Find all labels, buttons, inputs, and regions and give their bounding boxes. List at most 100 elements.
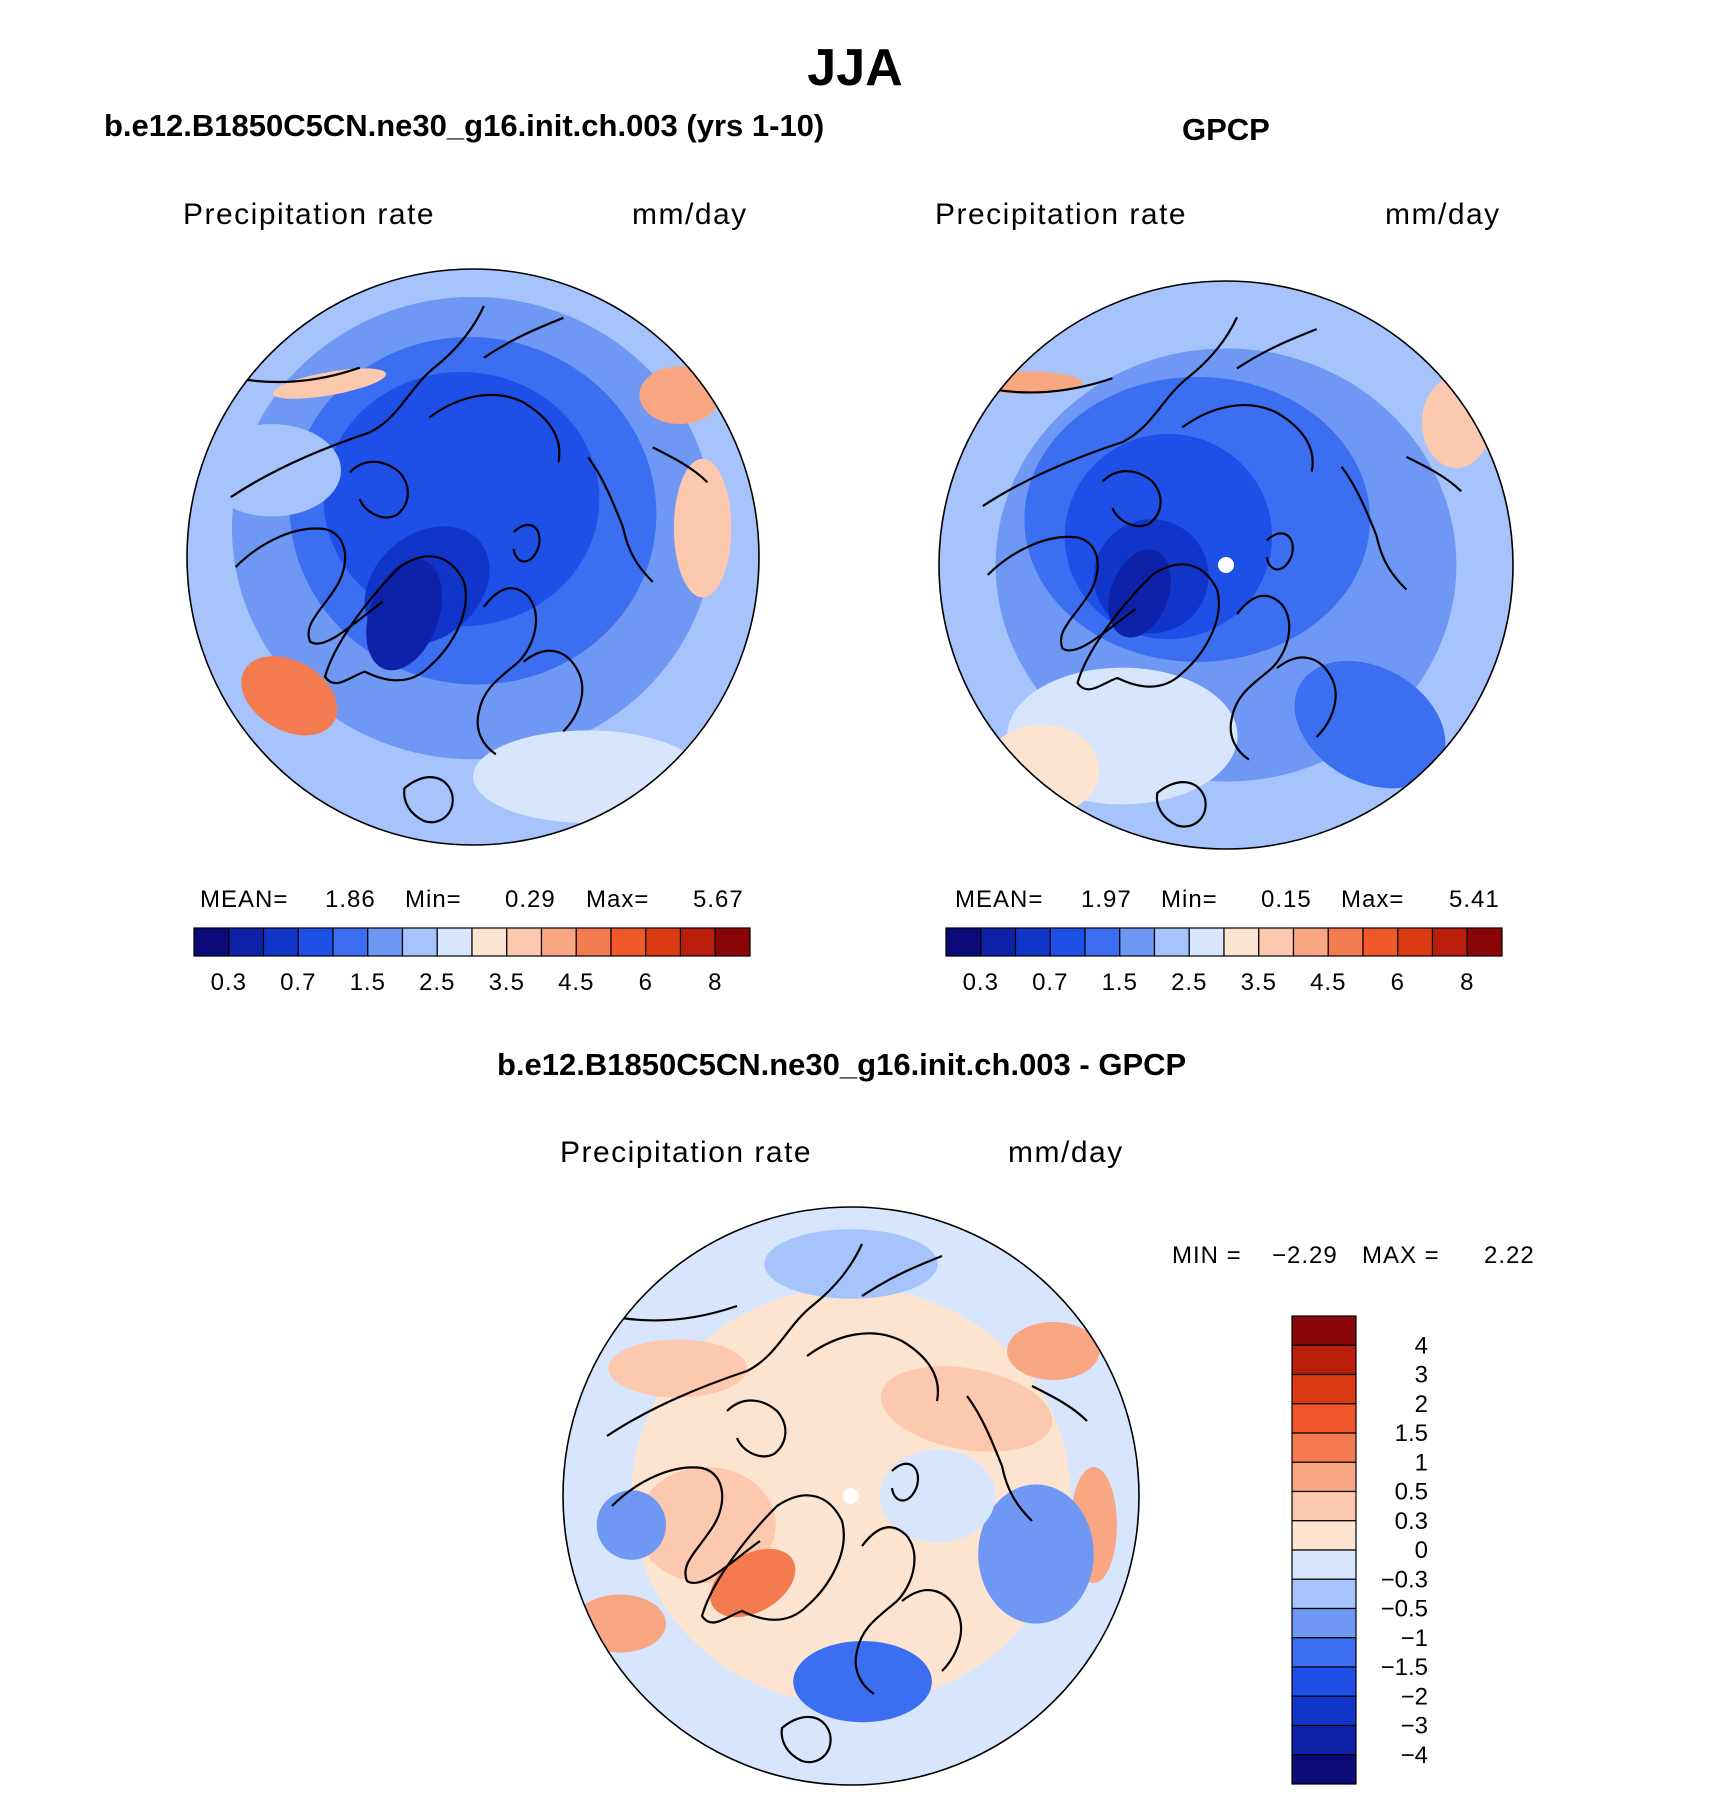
panel1-colorbar-swatch bbox=[645, 927, 682, 957]
panel2-colorbar-swatch bbox=[1153, 927, 1190, 957]
panel1-colorbar-tick-label: 0.7 bbox=[280, 969, 316, 996]
coastline bbox=[611, 1466, 761, 1584]
panel3-colorbar-tick-label: 0 bbox=[1415, 1537, 1428, 1564]
panel3-colorbar-swatch bbox=[1291, 1373, 1357, 1405]
coastline bbox=[476, 587, 538, 756]
precip-region bbox=[1294, 660, 1446, 789]
panel3-colorbar-swatch bbox=[1291, 1578, 1357, 1610]
panel1-colorbar-tick-label: 2.5 bbox=[419, 969, 455, 996]
panel1-colorbar-tick-label: 4.5 bbox=[558, 969, 594, 996]
coastline bbox=[606, 1243, 864, 1437]
panel2-min-label: Min= bbox=[1161, 886, 1218, 913]
panel3-min-label: MIN = bbox=[1172, 1242, 1242, 1269]
panel2-mean-label: MEAN= bbox=[955, 886, 1044, 913]
panel3-colorbar-tick-label: 0.5 bbox=[1395, 1479, 1428, 1506]
panel1-colorbar-tick-label: 3.5 bbox=[489, 969, 525, 996]
panel1-max-label: Max= bbox=[586, 886, 650, 913]
coastline bbox=[966, 1395, 1033, 1522]
panel1-colorbar-tick-label: 1.5 bbox=[350, 969, 386, 996]
panel1-colorbar-swatch bbox=[714, 927, 751, 957]
panel3-polar-map bbox=[562, 1206, 1140, 1786]
panel2-colorbar-tick-label: 4.5 bbox=[1310, 969, 1346, 996]
coastline bbox=[806, 1332, 940, 1402]
panel3-colorbar-swatch bbox=[1291, 1490, 1357, 1522]
panel3-colorbar-swatch bbox=[1291, 1520, 1357, 1551]
panel2-units-label: mm/day bbox=[1385, 198, 1501, 231]
panel1-colorbar-swatch bbox=[471, 927, 508, 957]
coastline bbox=[890, 1462, 920, 1502]
panel1-variable-label: Precipitation rate bbox=[183, 198, 436, 231]
coastline bbox=[700, 1494, 845, 1624]
panel3-max-value: 2.22 bbox=[1484, 1242, 1535, 1269]
panel2-colorbar-tick-label: 1.5 bbox=[1102, 969, 1138, 996]
panel3-colorbar-tick-label: 1 bbox=[1415, 1449, 1428, 1476]
coastline bbox=[861, 1254, 943, 1297]
panel1-colorbar-swatch bbox=[506, 927, 543, 957]
panel3-colorbar-swatch bbox=[1291, 1461, 1357, 1493]
precip-region bbox=[879, 1449, 996, 1543]
panel1-mean-label: MEAN= bbox=[200, 886, 289, 913]
panel1-colorbar-tick-label: 8 bbox=[708, 969, 722, 996]
pole-marker bbox=[843, 1488, 859, 1504]
panel1-max-value: 5.67 bbox=[693, 886, 744, 913]
panel3-colorbar-swatch bbox=[1291, 1666, 1357, 1697]
figure-title: JJA bbox=[807, 39, 903, 97]
panel2-colorbar-swatch bbox=[1362, 927, 1399, 957]
precip-region bbox=[710, 1548, 796, 1618]
pole-marker bbox=[1218, 557, 1234, 573]
panel3-colorbar-tick-label: −1 bbox=[1401, 1625, 1428, 1652]
precip-region bbox=[1007, 1322, 1100, 1380]
panel2-max-label: Max= bbox=[1341, 886, 1405, 913]
coastline bbox=[726, 1399, 787, 1458]
panel2-mean-value: 1.97 bbox=[1081, 886, 1132, 913]
panel3-colorbar-swatch bbox=[1291, 1315, 1357, 1346]
coastline bbox=[522, 649, 584, 733]
coastline bbox=[1276, 656, 1337, 738]
coastline bbox=[483, 316, 564, 359]
panel1-colorbar: 0.3 0.7 1.5 2.5 3.5 4.5 6 8 bbox=[193, 927, 751, 996]
panel1-mean-value: 1.86 bbox=[325, 886, 376, 913]
coastline bbox=[1265, 532, 1294, 571]
panel3-colorbar-tick-label: 1.5 bbox=[1395, 1420, 1428, 1447]
precip-region bbox=[573, 1594, 667, 1653]
panel1-min-label: Min= bbox=[405, 886, 462, 913]
precip-region bbox=[1421, 376, 1491, 469]
panel1-colorbar-swatch bbox=[679, 927, 716, 957]
panel2-colorbar-swatch bbox=[980, 927, 1017, 957]
coastline bbox=[901, 1589, 962, 1672]
coastline bbox=[230, 305, 485, 499]
panel3-max-label: MAX = bbox=[1362, 1242, 1440, 1269]
panel1-colorbar-swatch bbox=[401, 927, 438, 957]
panel2-colorbar-tick-label: 2.5 bbox=[1171, 969, 1207, 996]
panel1-colorbar-swatch bbox=[332, 927, 369, 957]
coastline bbox=[234, 527, 384, 645]
panel1-colorbar-swatch bbox=[540, 927, 577, 957]
panel1-colorbar-swatch bbox=[228, 927, 265, 957]
panel3-colorbar-swatch bbox=[1291, 1637, 1357, 1668]
panel2-colorbar-swatch bbox=[1049, 927, 1086, 957]
coastline bbox=[349, 460, 409, 519]
coastline bbox=[1340, 466, 1408, 591]
panel3-variable-label: Precipitation rate bbox=[560, 1136, 813, 1169]
coastline bbox=[780, 1715, 832, 1764]
panel2-colorbar-swatch bbox=[1327, 927, 1364, 957]
panel2-colorbar-swatch bbox=[1258, 927, 1295, 957]
panel3-colorbar-tick-label: −4 bbox=[1401, 1742, 1428, 1769]
panel2-colorbar-swatch bbox=[1466, 927, 1503, 957]
panel1-polar-map bbox=[186, 268, 760, 846]
panel3-colorbar-tick-label: 2 bbox=[1415, 1391, 1428, 1418]
panel2-title: GPCP bbox=[1182, 112, 1270, 147]
coastline bbox=[1031, 1385, 1088, 1422]
panel2-polar-map bbox=[938, 280, 1514, 850]
coastline bbox=[428, 393, 561, 463]
panel3-colorbar-swatch bbox=[1291, 1432, 1357, 1463]
panel2-colorbar-tick-label: 0.3 bbox=[963, 969, 999, 996]
precip-region bbox=[203, 424, 341, 517]
panel3-colorbar-swatch bbox=[1291, 1549, 1357, 1580]
panel3-min-value: −2.29 bbox=[1272, 1242, 1338, 1269]
panel2-colorbar-swatch bbox=[1397, 927, 1434, 957]
coastline bbox=[987, 535, 1136, 652]
panel3-colorbar-tick-label: 3 bbox=[1415, 1362, 1428, 1389]
panel2-colorbar-tick-label: 6 bbox=[1391, 969, 1405, 996]
coastline bbox=[652, 446, 709, 484]
